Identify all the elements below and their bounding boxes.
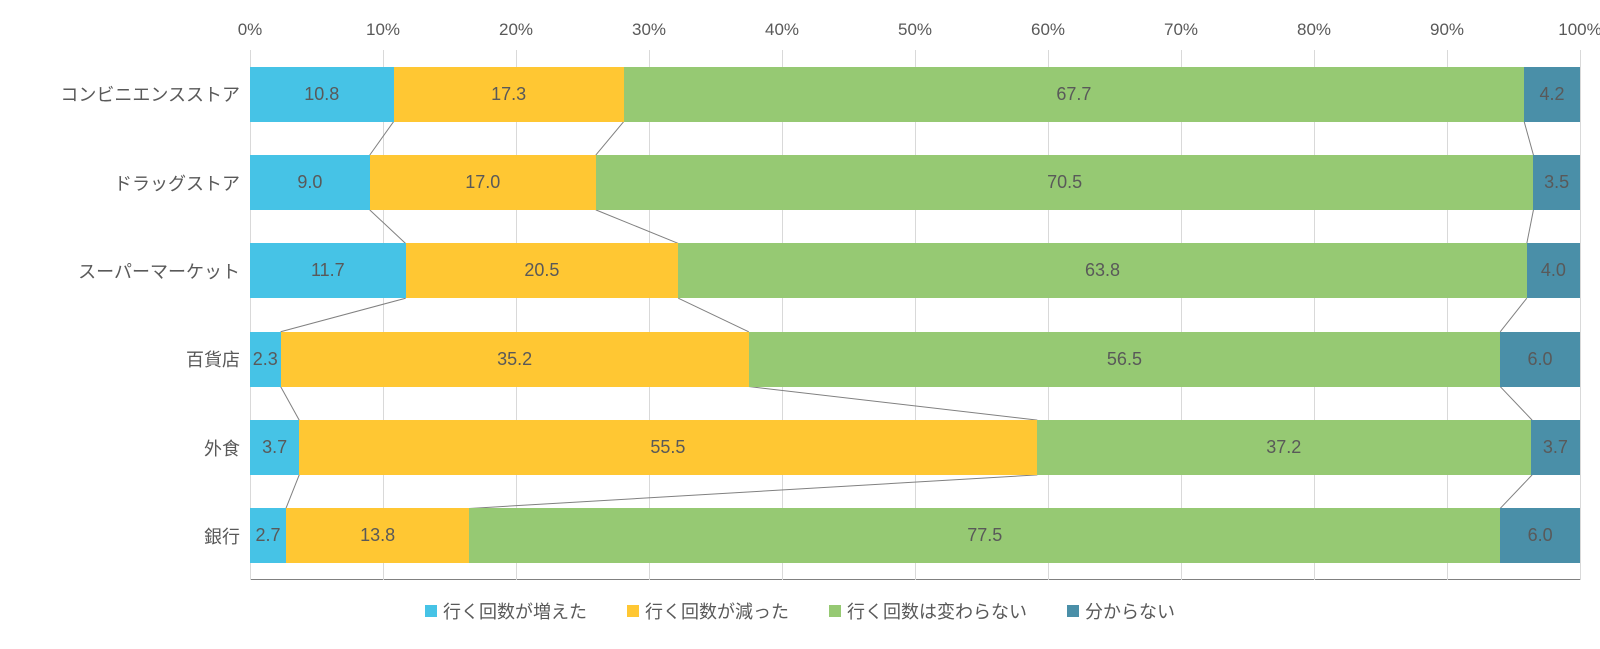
legend-swatch — [627, 605, 639, 617]
bar-segment: 17.0 — [370, 155, 596, 210]
stacked-bar-chart: コンビニエンスストアドラッグストアスーパーマーケット百貨店外食銀行 0% 10% 2… — [20, 20, 1580, 624]
x-tick: 10% — [366, 20, 400, 40]
bar-segment: 17.3 — [394, 67, 624, 122]
bar-row: 2.335.256.56.0 — [250, 332, 1580, 387]
bar-segment: 3.7 — [250, 420, 299, 475]
bar-segment: 55.5 — [299, 420, 1036, 475]
bar-segment: 70.5 — [596, 155, 1534, 210]
legend-label: 分からない — [1085, 598, 1175, 624]
legend-item: 分からない — [1067, 598, 1175, 624]
gridline — [1580, 50, 1581, 580]
category-label: ドラッグストア — [20, 170, 240, 196]
bar-segment: 56.5 — [749, 332, 1500, 387]
x-tick: 90% — [1430, 20, 1464, 40]
legend-label: 行く回数は変わらない — [847, 598, 1027, 624]
bar-segment: 4.2 — [1524, 67, 1580, 122]
bar-segment: 20.5 — [406, 243, 679, 298]
x-tick: 80% — [1297, 20, 1331, 40]
chart-area: コンビニエンスストアドラッグストアスーパーマーケット百貨店外食銀行 0% 10% 2… — [20, 20, 1580, 580]
category-label: 外食 — [20, 435, 240, 461]
x-tick: 30% — [632, 20, 666, 40]
legend-swatch — [425, 605, 437, 617]
bar-row: 10.817.367.74.2 — [250, 67, 1580, 122]
bar-segment: 3.7 — [1531, 420, 1580, 475]
bars-layer: 10.817.367.74.2 9.017.070.53.5 11.720.563.… — [250, 50, 1580, 580]
category-label: コンビニエンスストア — [20, 81, 240, 107]
bar-segment: 11.7 — [250, 243, 406, 298]
x-tick: 0% — [238, 20, 263, 40]
bar-row: 2.713.877.56.0 — [250, 508, 1580, 563]
bar-segment: 6.0 — [1500, 332, 1580, 387]
category-label: 銀行 — [20, 523, 240, 549]
bar-segment: 3.5 — [1533, 155, 1580, 210]
x-tick: 20% — [499, 20, 533, 40]
x-tick: 70% — [1164, 20, 1198, 40]
bar-row: 3.755.537.23.7 — [250, 420, 1580, 475]
legend-item: 行く回数が減った — [627, 598, 789, 624]
category-label: スーパーマーケット — [20, 258, 240, 284]
bar-segment: 9.0 — [250, 155, 370, 210]
bar-segment: 10.8 — [250, 67, 394, 122]
legend-label: 行く回数が増えた — [443, 598, 587, 624]
bar-segment: 4.0 — [1527, 243, 1580, 298]
legend-swatch — [1067, 605, 1079, 617]
legend-item: 行く回数が増えた — [425, 598, 587, 624]
legend-item: 行く回数は変わらない — [829, 598, 1027, 624]
bar-row: 9.017.070.53.5 — [250, 155, 1580, 210]
bar-row: 11.720.563.84.0 — [250, 243, 1580, 298]
bar-segment: 35.2 — [281, 332, 749, 387]
bar-segment: 2.7 — [250, 508, 286, 563]
x-axis: 0%10%20%30%40%50%60%70%80%90%100% — [250, 20, 1580, 50]
bar-segment: 67.7 — [624, 67, 1524, 122]
bar-segment: 63.8 — [678, 243, 1527, 298]
plot-area: 0%10%20%30%40%50%60%70%80%90%100% 10.817… — [250, 20, 1580, 580]
bar-segment: 77.5 — [469, 508, 1500, 563]
bar-segment: 2.3 — [250, 332, 281, 387]
category-labels: コンビニエンスストアドラッグストアスーパーマーケット百貨店外食銀行 — [20, 50, 250, 580]
x-tick: 40% — [765, 20, 799, 40]
legend-label: 行く回数が減った — [645, 598, 789, 624]
legend-swatch — [829, 605, 841, 617]
bar-segment: 37.2 — [1037, 420, 1531, 475]
x-tick: 60% — [1031, 20, 1065, 40]
x-tick: 100% — [1558, 20, 1600, 40]
category-label: 百貨店 — [20, 346, 240, 372]
legend: 行く回数が増えた 行く回数が減った 行く回数は変わらない 分からない — [20, 598, 1580, 624]
x-tick: 50% — [898, 20, 932, 40]
bar-segment: 13.8 — [286, 508, 470, 563]
bar-segment: 6.0 — [1500, 508, 1580, 563]
